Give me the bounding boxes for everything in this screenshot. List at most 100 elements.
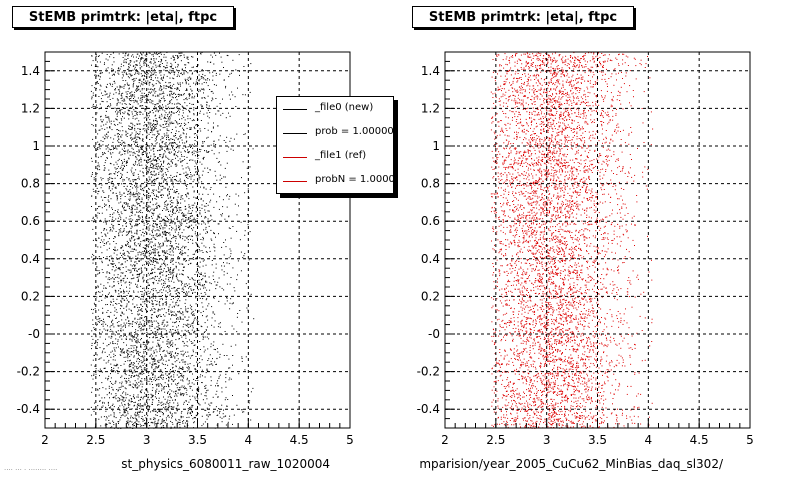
data-point [90, 364, 92, 366]
data-point [210, 376, 212, 378]
data-point [173, 74, 175, 76]
data-point [132, 371, 134, 373]
data-point [136, 360, 138, 362]
data-point [139, 138, 141, 140]
data-point [112, 410, 114, 412]
data-point [111, 230, 113, 232]
data-point [105, 243, 107, 245]
data-point [166, 183, 168, 185]
data-point [168, 166, 170, 168]
data-point [128, 301, 130, 303]
data-point [165, 271, 167, 273]
data-point [120, 415, 122, 417]
data-point [169, 393, 171, 395]
data-point [154, 308, 156, 310]
data-point [171, 93, 172, 95]
data-point [130, 398, 132, 399]
data-point [121, 97, 123, 99]
data-point [178, 114, 180, 116]
data-point [159, 344, 161, 346]
data-point [168, 274, 170, 275]
data-point [121, 153, 123, 155]
data-point [192, 159, 194, 161]
data-point [128, 377, 130, 379]
data-point [130, 136, 132, 138]
data-point [102, 307, 104, 309]
data-point [229, 73, 231, 75]
data-point [163, 98, 165, 100]
data-point [155, 159, 157, 161]
data-point [114, 173, 116, 175]
data-point [109, 215, 111, 217]
data-point [137, 386, 139, 388]
data-point [203, 351, 205, 353]
data-point [253, 318, 255, 320]
data-point [123, 412, 125, 414]
data-point [110, 123, 112, 125]
data-point [174, 71, 176, 73]
data-point [211, 324, 213, 326]
data-point [130, 227, 132, 229]
data-point [236, 133, 238, 135]
data-point [212, 311, 214, 313]
data-point [146, 152, 148, 154]
data-point [141, 253, 143, 255]
data-point [168, 373, 170, 375]
data-point [122, 249, 124, 251]
data-point [173, 406, 175, 408]
data-point [112, 323, 114, 325]
data-point [172, 260, 173, 262]
data-point [142, 150, 144, 152]
data-point [157, 310, 159, 312]
data-point [185, 351, 187, 353]
data-point [155, 64, 157, 66]
data-point [121, 93, 122, 95]
data-point [147, 391, 149, 393]
data-point [145, 62, 147, 64]
data-point [188, 218, 190, 220]
data-point [133, 78, 135, 79]
data-point [177, 311, 179, 313]
data-point [115, 118, 117, 120]
data-point [142, 341, 144, 343]
data-point [176, 314, 178, 316]
data-point [189, 278, 191, 280]
data-point [123, 62, 125, 63]
data-point [150, 257, 152, 259]
data-point [136, 353, 138, 355]
data-point [119, 91, 121, 93]
data-point [204, 409, 206, 411]
data-point [151, 251, 153, 253]
data-point [172, 278, 174, 280]
data-point [97, 56, 99, 57]
data-point [144, 267, 146, 269]
data-point [160, 328, 162, 330]
data-point [188, 416, 190, 418]
data-point [122, 298, 124, 300]
data-point [155, 173, 157, 175]
data-point [151, 309, 153, 311]
data-point [113, 370, 115, 372]
data-point [131, 111, 133, 113]
data-point [175, 225, 177, 227]
data-point [154, 254, 156, 256]
data-point [132, 54, 134, 56]
data-point [140, 398, 141, 400]
data-point [183, 94, 185, 96]
data-point [199, 212, 201, 214]
data-point [141, 338, 142, 339]
data-point [166, 66, 168, 68]
data-point [109, 316, 110, 318]
data-point [158, 82, 160, 84]
data-points [90, 52, 255, 429]
data-point [94, 402, 96, 404]
data-point [164, 143, 166, 145]
data-point [127, 203, 129, 205]
data-point [161, 157, 163, 159]
data-point [148, 320, 150, 322]
data-point [157, 77, 159, 79]
data-point [144, 247, 145, 249]
data-point [178, 382, 180, 384]
data-point [96, 286, 98, 288]
data-point [170, 138, 172, 140]
